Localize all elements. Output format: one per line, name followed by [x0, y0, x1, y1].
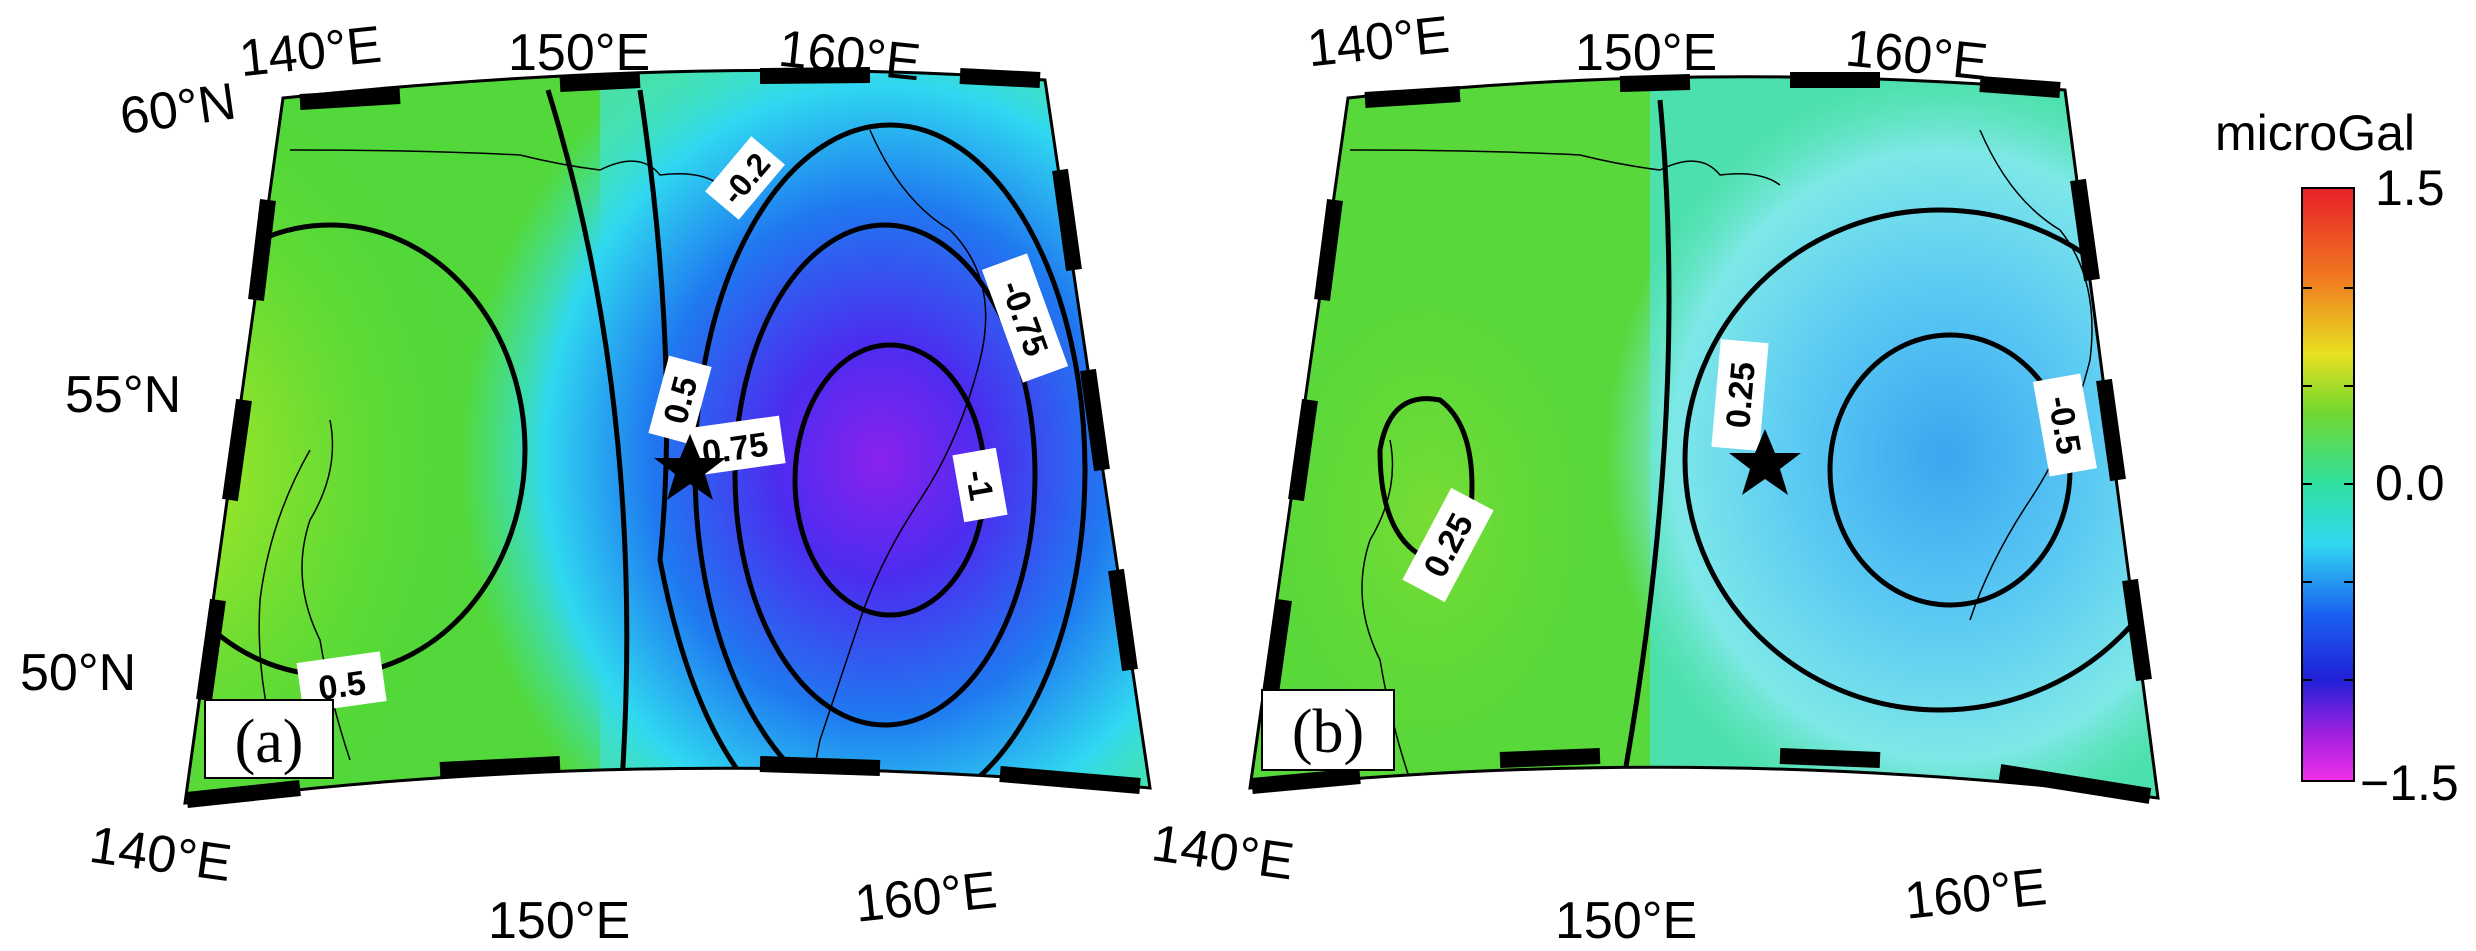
lon-label-top-140: 140°E: [1305, 6, 1453, 79]
epicenter-star-icon: [1729, 429, 1801, 495]
colorbar-unit: microGal: [2215, 105, 2415, 161]
contour-label: -1: [958, 467, 1001, 503]
colorbar-max-label: 1.5: [2375, 160, 2445, 216]
colorbar-min-label: −1.5: [2360, 755, 2459, 811]
panel-b-tag: (b): [1292, 698, 1364, 766]
lat-label-50: 50°N: [20, 644, 136, 702]
lon-label-top-150: 150°E: [508, 24, 650, 82]
panel-a: 0.5 0.5 0.75 -0.2 -0.75 -1: [20, 16, 1152, 950]
colorbar-mid-label: 0.0: [2375, 455, 2445, 511]
lat-label-55: 55°N: [65, 366, 181, 424]
lat-label-60: 60°N: [116, 72, 239, 146]
lon-label-bottom-150: 150°E: [1555, 892, 1697, 950]
contour-label: 0.25: [1719, 360, 1763, 429]
colorbar: microGal 1.5 0.0 −1.5: [2215, 105, 2459, 811]
epicenter-star-icon: [654, 434, 726, 500]
lon-label-top-140: 140°E: [237, 16, 385, 89]
lon-label-bottom-140: 140°E: [1148, 814, 1297, 891]
lon-label-bottom-160: 160°E: [1902, 858, 2050, 931]
lon-label-bottom-140: 140°E: [86, 816, 235, 893]
panel-b: 0.25 0.25 -0.5 (b) 140°E 150°E 160°E 140…: [1148, 6, 2160, 950]
panel-b-contour-labels: 0.25 0.25 -0.5: [1402, 339, 2097, 603]
lon-label-bottom-150: 150°E: [488, 892, 630, 950]
panel-a-tag: (a): [235, 708, 304, 776]
lon-label-top-150: 150°E: [1575, 24, 1717, 82]
lon-label-bottom-160: 160°E: [852, 861, 1000, 934]
